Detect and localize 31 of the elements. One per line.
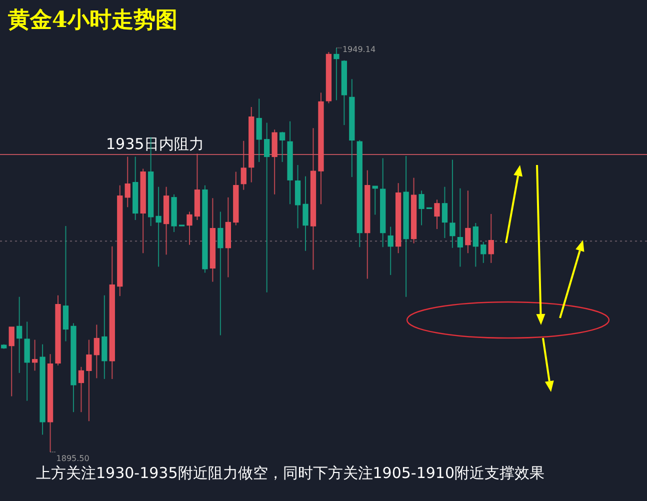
candlestick	[488, 213, 494, 264]
candlestick	[78, 366, 84, 413]
candlestick	[472, 222, 478, 268]
candlestick	[32, 339, 38, 372]
ref-line-label: 1935日内阻力	[106, 134, 204, 153]
candlestick	[418, 190, 424, 226]
annotation: 1949.14	[342, 44, 376, 54]
candlestick	[16, 296, 22, 374]
annotation: 1895.50	[56, 454, 90, 464]
candlestick	[480, 241, 486, 264]
candlestick	[186, 211, 192, 246]
candlestick	[218, 211, 224, 336]
candlestick	[334, 47, 340, 101]
candlestick	[302, 176, 308, 252]
candlestick	[279, 131, 286, 162]
candlestick	[256, 98, 262, 162]
candlestick	[94, 324, 100, 379]
candlestick	[434, 199, 440, 230]
candlestick	[388, 226, 394, 276]
candlestick	[156, 186, 162, 268]
candlestick	[450, 159, 456, 248]
candlestick	[86, 339, 92, 422]
candlestick	[240, 140, 246, 190]
candlestick	[8, 326, 14, 397]
chart-title: 黄金4小时走势图	[8, 6, 178, 35]
candlestick	[465, 190, 471, 254]
candlestick	[264, 122, 270, 293]
candlestick	[124, 156, 130, 208]
candlestick	[442, 186, 448, 239]
candlestick	[457, 188, 464, 268]
annotation: 上方关注1930-1935附近阻力做空，同时下方关注1905-1910附近支撑效果	[36, 464, 545, 483]
